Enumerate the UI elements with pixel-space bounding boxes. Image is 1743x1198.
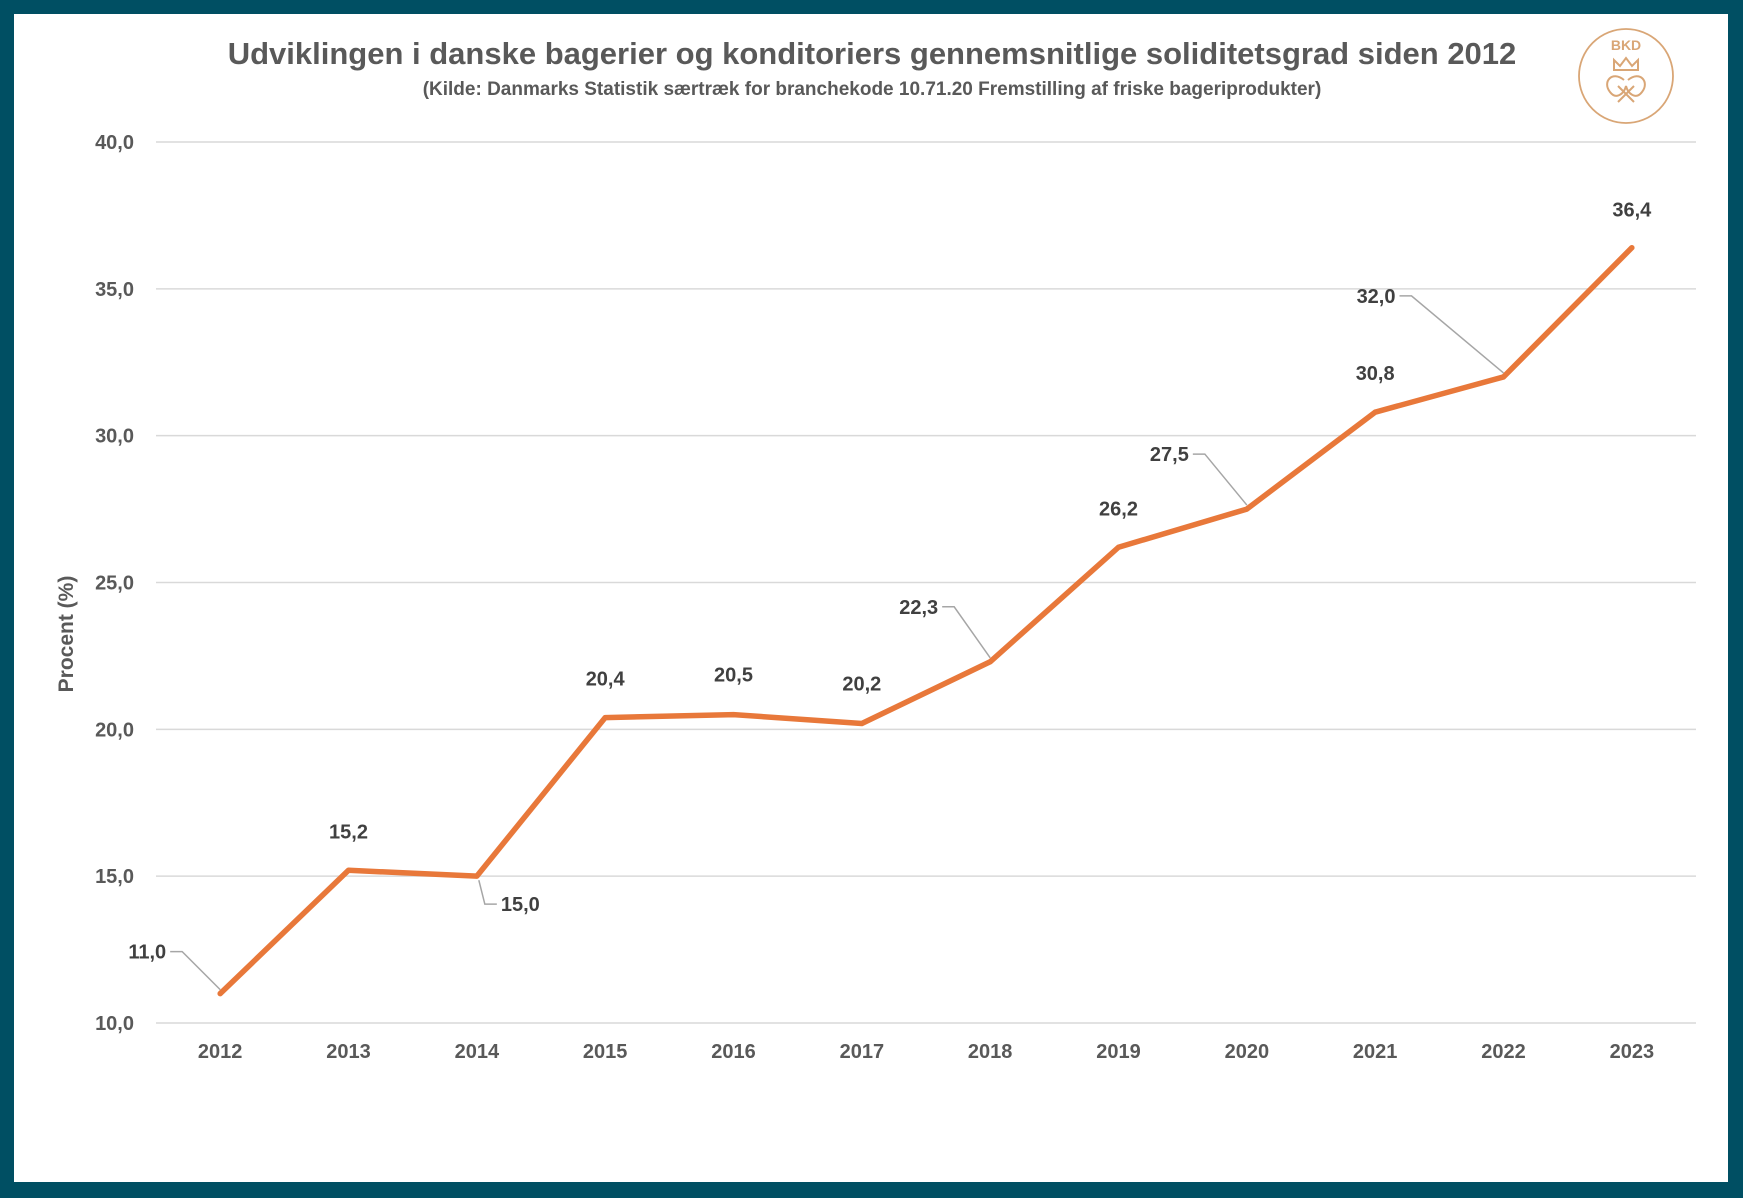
data-point [1501,374,1506,380]
data-label: 20,4 [586,669,626,691]
bkd-logo: BKD [1578,28,1674,124]
label-leader-line [1399,295,1504,374]
x-axis-ticks: 2012 2013 2014 2015 2016 2017 2018 2019 2020 2021… [198,1041,1654,1063]
data-point [987,659,993,665]
y-tick-label: 10,0 [95,1013,134,1035]
label-leader-line [942,606,991,659]
data-point [1629,245,1635,251]
label-leader-line [478,879,497,905]
data-label: 22,3 [899,597,938,619]
chart-title: Udviklingen i danske bagerier og kondito… [228,36,1517,71]
x-tick-label: 2018 [968,1041,1013,1063]
data-point [731,712,736,718]
y-tick-label: 20,0 [95,719,134,741]
data-label: 26,2 [1099,498,1138,520]
x-tick-label: 2015 [583,1041,628,1063]
data-label: 36,4 [1612,200,1652,222]
crown-pretzel-icon [1606,56,1646,103]
data-point [1372,409,1378,415]
data-label: 20,2 [842,673,881,695]
data-label: 30,8 [1356,363,1395,385]
x-tick-label: 2022 [1481,1041,1526,1063]
data-point [602,715,608,721]
chart-subtitle: (Kilde: Danmarks Statistik særtræk for b… [423,79,1322,100]
data-label: 15,0 [501,894,540,916]
x-tick-label: 2014 [455,1041,500,1063]
logo-ring [1578,28,1674,124]
y-axis-title: Procent (%) [55,576,78,693]
chart-panel: Udviklingen i danske bagerier og kondito… [14,14,1728,1182]
data-point [859,720,865,726]
x-tick-label: 2020 [1225,1041,1270,1063]
label-leader-line [170,950,221,991]
data-label: 11,0 [128,942,166,964]
x-tick-label: 2013 [326,1041,371,1063]
label-leader-line [1192,453,1248,506]
y-axis-ticks: 10,0 15,0 20,0 25,0 30,0 35,0 40,0 [95,132,134,1035]
data-point [1116,544,1121,550]
y-tick-label: 35,0 [95,279,134,301]
data-label: 20,5 [714,665,753,687]
data-label: 27,5 [1150,444,1189,466]
x-tick-label: 2017 [840,1041,885,1063]
data-point [217,991,223,997]
logo-text: BKD [1611,37,1641,53]
data-label: 15,2 [329,821,368,843]
x-tick-label: 2019 [1096,1041,1141,1063]
series-line [217,244,1635,997]
data-label: 32,0 [1357,286,1396,308]
y-tick-label: 25,0 [95,573,134,595]
x-tick-label: 2021 [1353,1041,1398,1063]
y-tick-label: 30,0 [95,426,134,448]
data-point [1244,506,1250,512]
x-tick-label: 2016 [711,1041,756,1063]
data-point [474,873,480,879]
gridlines [156,141,1696,1024]
data-labels: 11,0 15,2 15,0 20,4 20,5 20,2 22,3 26,2 27,5 30,8… [128,200,1652,991]
x-tick-label: 2012 [198,1041,243,1063]
y-tick-label: 40,0 [95,132,134,154]
data-point [346,867,351,873]
y-tick-label: 15,0 [95,866,134,888]
line-chart: Udviklingen i danske bagerier og kondito… [55,28,1696,1063]
series-solidity [217,244,1635,997]
x-tick-label: 2023 [1610,1041,1655,1063]
